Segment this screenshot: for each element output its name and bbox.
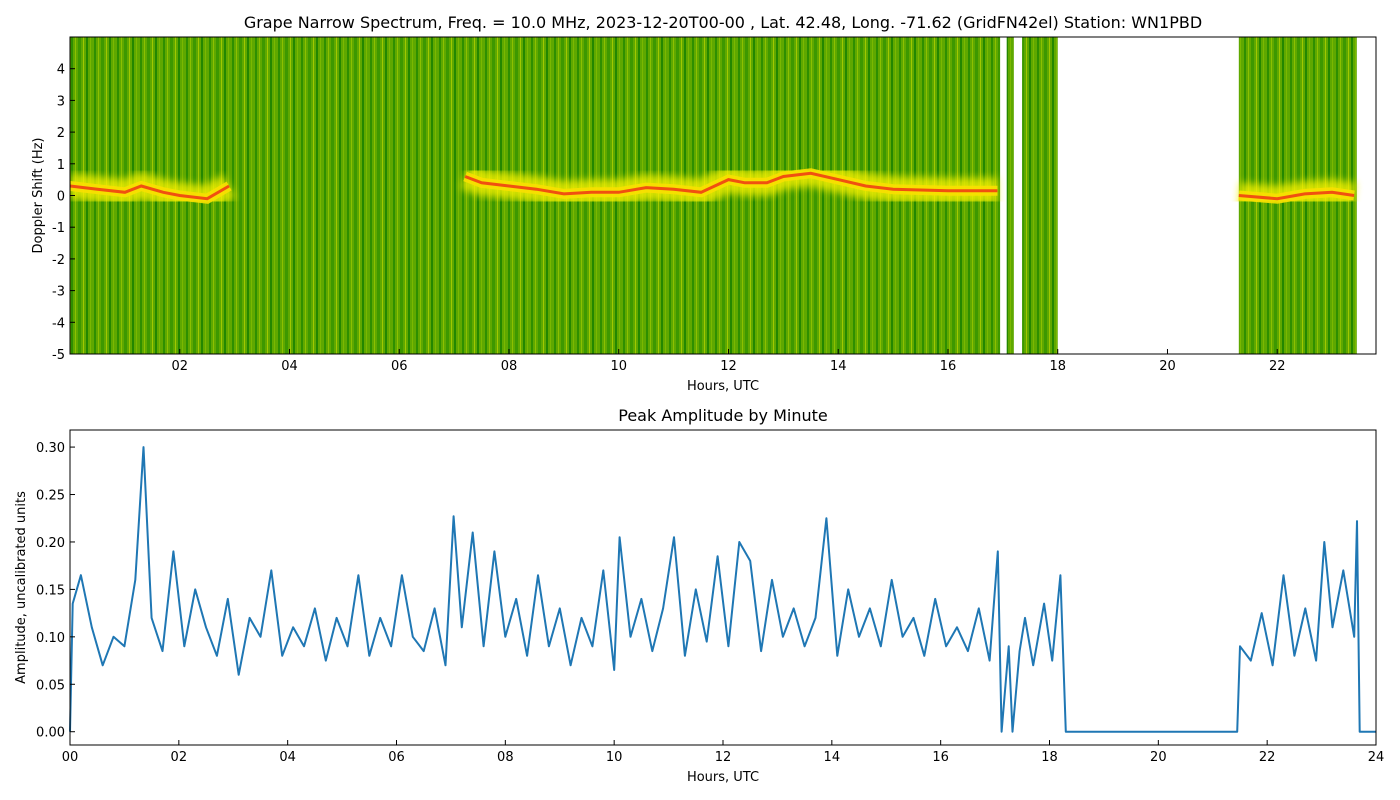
x-tick-label: 18 [1041,750,1058,765]
x-tick-label: 18 [1049,359,1066,374]
y-axis-label: Amplitude, uncalibrated units [14,491,29,684]
y-tick-label: 1 [57,158,65,173]
y-tick-label: 0 [57,190,65,205]
spectrogram [70,37,1357,354]
y-tick-label: 0.10 [36,631,65,646]
x-axis-label: Hours, UTC [687,379,759,394]
x-tick-label: 14 [824,750,841,765]
x-tick-label: 10 [606,750,623,765]
plot-frame [69,429,1377,746]
x-tick-label: 22 [1269,359,1286,374]
x-tick-label: 22 [1259,750,1276,765]
y-tick-label: 0.30 [36,441,65,456]
chart-title: Peak Amplitude by Minute [618,406,828,425]
y-tick-label: -5 [52,348,65,363]
x-tick-label: 04 [279,750,296,765]
x-tick-label: 14 [830,359,847,374]
x-tick-label: 16 [932,750,949,765]
x-tick-label: 20 [1150,750,1167,765]
x-axis-label: Hours, UTC [687,770,759,785]
y-tick-label: -3 [52,285,65,300]
data-span [1022,37,1058,354]
y-tick-label: 0.20 [36,536,65,551]
y-tick-label: 0.05 [36,678,65,693]
x-tick-label: 12 [715,750,732,765]
x-tick-label: 02 [171,359,188,374]
amplitude-line [69,446,1376,733]
x-tick-label: 10 [610,359,627,374]
chart-title: Grape Narrow Spectrum, Freq. = 10.0 MHz,… [244,13,1202,32]
x-tick-label: 16 [940,359,957,374]
doppler-peak [70,171,1355,201]
x-tick-label: 08 [497,750,514,765]
y-tick-label: 0.15 [36,583,65,598]
x-tick-label: 24 [1368,750,1385,765]
y-tick-label: -1 [52,221,65,236]
y-tick-label: 4 [57,63,65,78]
y-tick-label: 3 [57,94,65,109]
y-axis-label: Doppler Shift (Hz) [31,138,46,254]
y-tick-label: -2 [52,253,65,268]
x-tick-label: 06 [391,359,408,374]
x-tick-label: 08 [501,359,518,374]
x-tick-label: 06 [388,750,405,765]
x-tick-label: 20 [1159,359,1176,374]
y-tick-label: 0.00 [36,726,65,741]
x-tick-label: 00 [62,750,79,765]
y-tick-label: 0.25 [36,489,65,504]
y-tick-label: -4 [52,316,65,331]
x-tick-label: 04 [281,359,298,374]
y-tick-label: 2 [57,126,65,141]
x-tick-label: 12 [720,359,737,374]
x-tick-label: 02 [171,750,188,765]
data-span [1006,37,1014,354]
